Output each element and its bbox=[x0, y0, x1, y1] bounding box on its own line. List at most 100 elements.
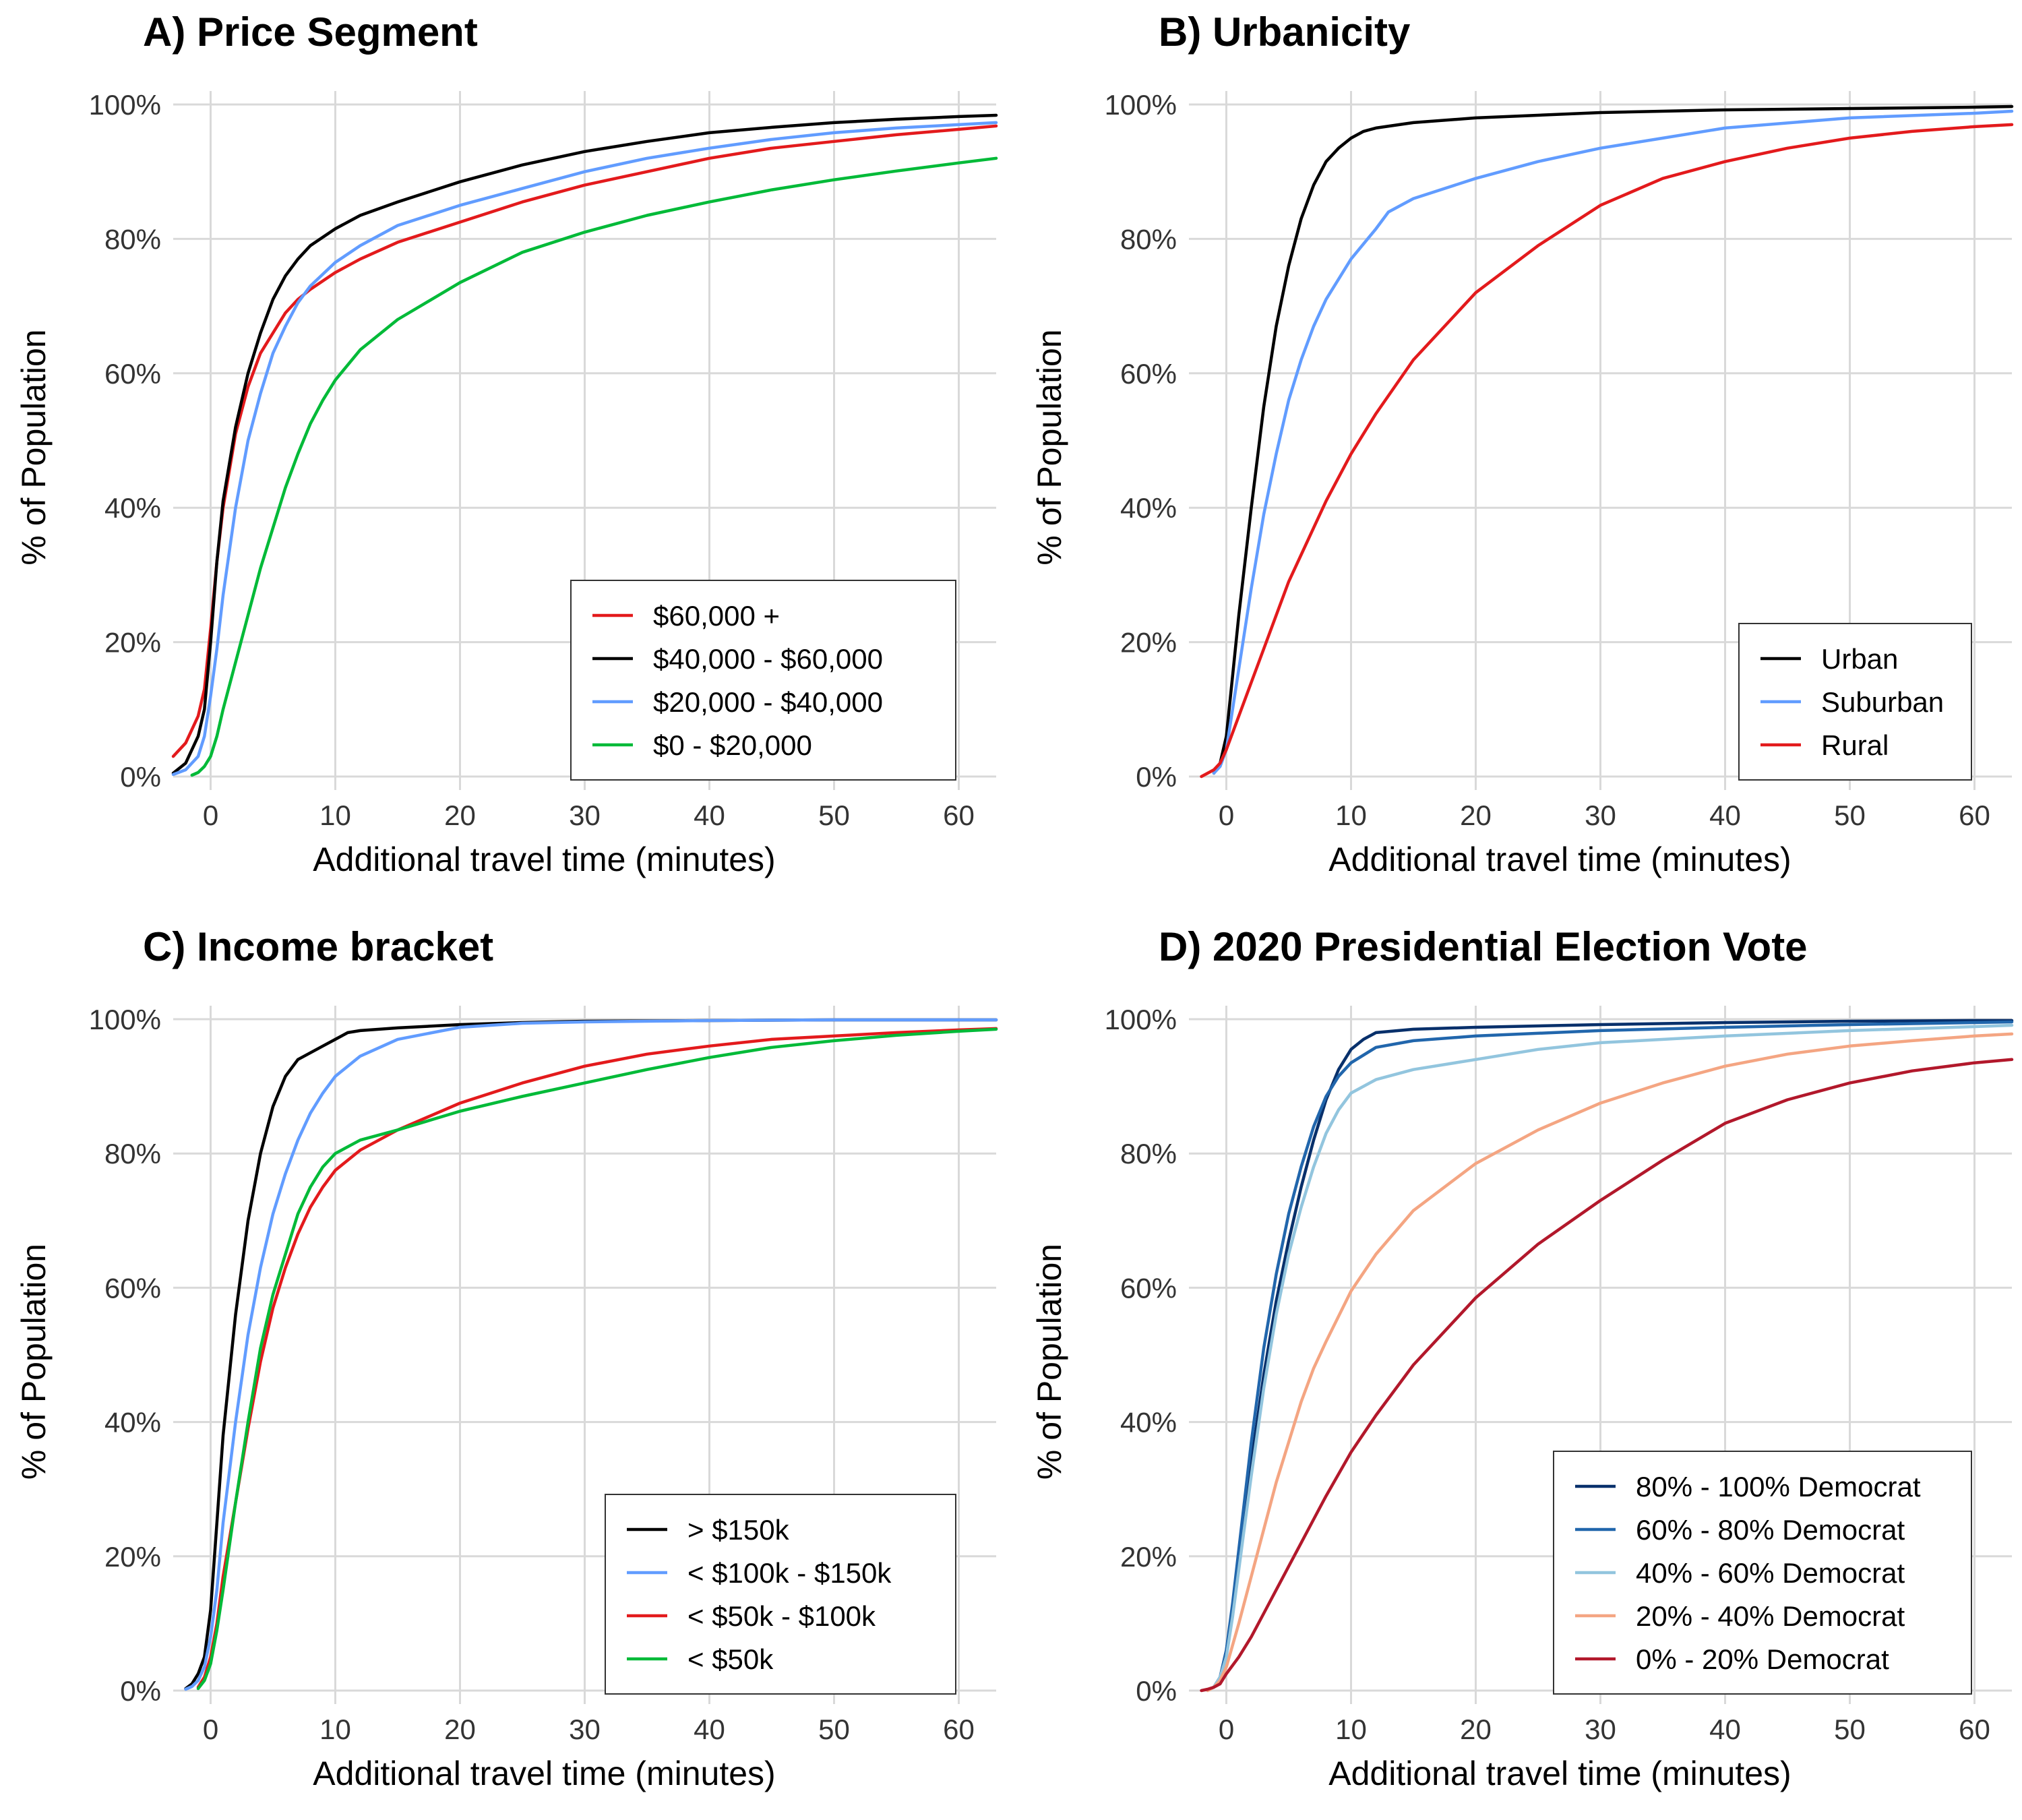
legend-label-20-40-democrat: 20% - 40% Democrat bbox=[1636, 1600, 1905, 1632]
legend-label-60-80-democrat: 60% - 80% Democrat bbox=[1636, 1514, 1905, 1546]
legend-item-50k: < $50k bbox=[627, 1643, 774, 1675]
legend-item-0-20-000: $0 - $20,000 bbox=[592, 729, 812, 761]
x-axis-label: Additional travel time (minutes) bbox=[1328, 1755, 1791, 1792]
legend-label-40-60-democrat: 40% - 60% Democrat bbox=[1636, 1557, 1905, 1589]
x-tick-label: 60 bbox=[943, 799, 975, 831]
y-tick-label: 0% bbox=[120, 761, 161, 793]
x-tick-label: 50 bbox=[1834, 1713, 1866, 1745]
legend-label-100k-150k: < $100k - $150k bbox=[687, 1557, 892, 1589]
y-tick-label: 40% bbox=[104, 1407, 161, 1438]
y-tick-label: 40% bbox=[104, 492, 161, 524]
x-tick-label: 20 bbox=[444, 1713, 476, 1745]
x-axis-label: Additional travel time (minutes) bbox=[313, 1755, 775, 1792]
legend-label-urban: Urban bbox=[1821, 643, 1898, 675]
x-tick-label: 10 bbox=[1335, 799, 1367, 831]
legend: 80% - 100% Democrat 60% - 80% Democrat 40%… bbox=[1553, 1451, 1972, 1695]
y-tick-label: 80% bbox=[1120, 223, 1177, 255]
legend-item-suburban: Suburban bbox=[1760, 686, 1944, 718]
x-tick-label: 10 bbox=[319, 799, 351, 831]
y-tick-label: 20% bbox=[104, 1541, 161, 1573]
legend: $60,000 + $40,000 - $60,000 $20,000 - $40,… bbox=[570, 580, 956, 781]
y-tick-label: 60% bbox=[104, 1272, 161, 1304]
x-tick-label: 50 bbox=[818, 1713, 850, 1745]
x-tick-label: 0 bbox=[1219, 799, 1234, 831]
series-line-40-60-democrat bbox=[1212, 1023, 2014, 1689]
y-tick-label: 40% bbox=[1120, 1407, 1177, 1438]
y-tick-label: 100% bbox=[1105, 1004, 1177, 1035]
x-tick-label: 60 bbox=[1959, 799, 1990, 831]
x-tick-label: 40 bbox=[1709, 799, 1741, 831]
y-tick-label: 20% bbox=[1120, 1541, 1177, 1573]
y-tick-label: 100% bbox=[89, 89, 161, 121]
legend-label-150k: > $150k bbox=[687, 1514, 790, 1546]
series-line-50k bbox=[196, 1027, 998, 1691]
legend-item-150k: > $150k bbox=[627, 1514, 790, 1546]
x-tick-label: 30 bbox=[569, 799, 601, 831]
y-tick-label: 60% bbox=[1120, 1272, 1177, 1304]
y-tick-label: 0% bbox=[1136, 1675, 1177, 1707]
legend-label-suburban: Suburban bbox=[1821, 686, 1944, 718]
y-tick-label: 0% bbox=[120, 1675, 161, 1707]
series-line-urban bbox=[1212, 104, 2014, 775]
x-tick-label: 10 bbox=[319, 1713, 351, 1745]
y-axis-label: % of Population bbox=[1031, 329, 1068, 565]
series-line-60-80-democrat bbox=[1212, 1020, 2014, 1689]
legend-item-60-80-democrat: 60% - 80% Democrat bbox=[1575, 1514, 1905, 1546]
y-tick-label: 80% bbox=[1120, 1138, 1177, 1170]
legend-item-80-100-democrat: 80% - 100% Democrat bbox=[1575, 1471, 1921, 1503]
y-tick-label: 60% bbox=[1120, 358, 1177, 390]
legend-item-100k-150k: < $100k - $150k bbox=[627, 1557, 892, 1589]
legend-item-20-000-40-000: $20,000 - $40,000 bbox=[592, 686, 883, 718]
panel-c-income-bracket: C) Income bracket 0% 20% 40% 60% 80% 100% 0 10 20… bbox=[15, 924, 998, 1792]
legend-item-0-20-democrat: 0% - 20% Democrat bbox=[1575, 1643, 1889, 1675]
legend-item-20-40-democrat: 20% - 40% Democrat bbox=[1575, 1600, 1905, 1632]
y-tick-label: 40% bbox=[1120, 492, 1177, 524]
legend-label-80-100-democrat: 80% - 100% Democrat bbox=[1636, 1471, 1921, 1503]
legend-label-rural: Rural bbox=[1821, 729, 1889, 761]
panel-title: C) Income bracket bbox=[143, 924, 493, 969]
legend-label-40-000-60-000: $40,000 - $60,000 bbox=[653, 643, 883, 675]
x-tick-label: 10 bbox=[1335, 1713, 1367, 1745]
panel-d-presidential-election-vote: D) 2020 Presidential Election Vote 0% 20% 4… bbox=[1031, 924, 2014, 1792]
panel-title: B) Urbanicity bbox=[1159, 9, 1411, 55]
legend-box bbox=[1553, 1451, 1972, 1695]
panel-title: A) Price Segment bbox=[143, 9, 478, 55]
legend-item-50k-100k: < $50k - $100k bbox=[627, 1600, 876, 1632]
legend-label-0-20-000: $0 - $20,000 bbox=[653, 729, 812, 761]
x-tick-label: 30 bbox=[569, 1713, 601, 1745]
panel-a-price-segment: A) Price Segment 0% 20% 40% 60% 80% 100% 0 10 20 3… bbox=[15, 9, 998, 878]
y-tick-label: 20% bbox=[104, 627, 161, 659]
legend-label-50k: < $50k bbox=[687, 1643, 774, 1675]
legend-item-rural: Rural bbox=[1760, 729, 1889, 761]
y-tick-label: 100% bbox=[1105, 89, 1177, 121]
y-axis-label: % of Population bbox=[15, 1244, 53, 1480]
legend-item-40-60-democrat: 40% - 60% Democrat bbox=[1575, 1557, 1905, 1589]
x-tick-label: 30 bbox=[1585, 799, 1616, 831]
series-line-0-20-000 bbox=[190, 156, 998, 777]
x-tick-label: 20 bbox=[1460, 799, 1492, 831]
series-line-100k-150k bbox=[184, 1018, 998, 1691]
x-tick-label: 60 bbox=[1959, 1713, 1990, 1745]
legend-item-60-000: $60,000 + bbox=[592, 600, 780, 632]
x-tick-label: 0 bbox=[1219, 1713, 1234, 1745]
x-tick-label: 40 bbox=[694, 1713, 725, 1745]
y-axis-label: % of Population bbox=[1031, 1244, 1068, 1480]
x-axis-label: Additional travel time (minutes) bbox=[1328, 841, 1791, 878]
x-axis-label: Additional travel time (minutes) bbox=[313, 841, 775, 878]
series-line-40-000-60-000 bbox=[171, 113, 998, 775]
x-tick-label: 40 bbox=[694, 799, 725, 831]
y-tick-label: 100% bbox=[89, 1004, 161, 1035]
legend-label-50k-100k: < $50k - $100k bbox=[687, 1600, 876, 1632]
legend-box bbox=[605, 1494, 956, 1695]
panel-title: D) 2020 Presidential Election Vote bbox=[1159, 924, 1808, 969]
series-line-suburban bbox=[1212, 109, 2014, 775]
y-tick-label: 60% bbox=[104, 358, 161, 390]
legend-label-20-000-40-000: $20,000 - $40,000 bbox=[653, 686, 883, 718]
x-tick-label: 0 bbox=[203, 799, 218, 831]
x-tick-label: 0 bbox=[203, 1713, 218, 1745]
y-tick-label: 20% bbox=[1120, 627, 1177, 659]
y-axis-label: % of Population bbox=[15, 329, 53, 565]
x-tick-label: 20 bbox=[1460, 1713, 1492, 1745]
y-tick-label: 80% bbox=[104, 223, 161, 255]
series-line-0-20-democrat bbox=[1200, 1058, 2014, 1693]
